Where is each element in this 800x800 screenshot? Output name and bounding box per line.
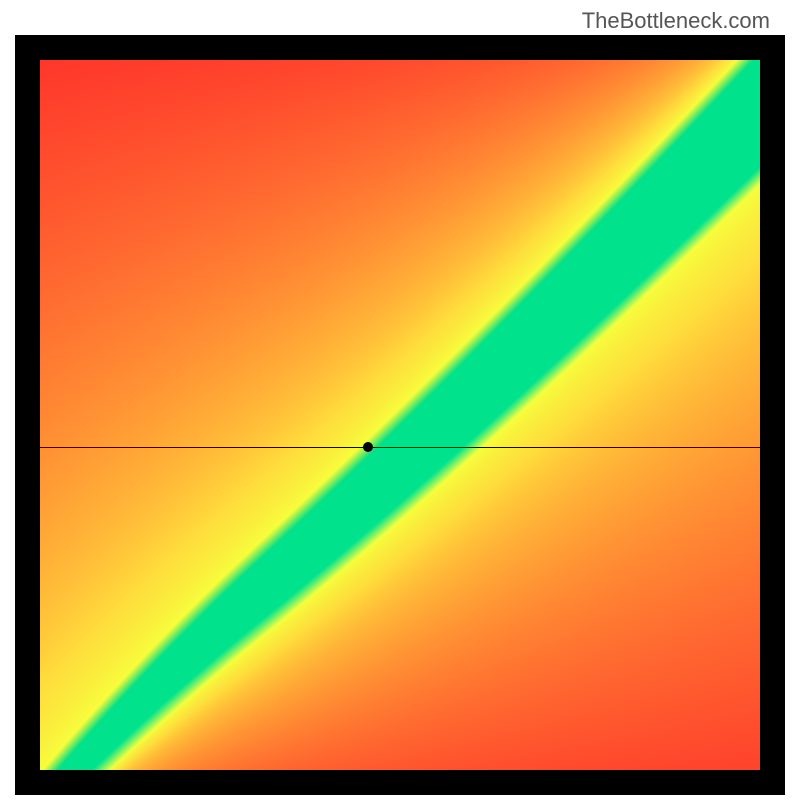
heatmap-canvas [40, 60, 760, 770]
plot-area [40, 60, 760, 770]
watermark-text: TheBottleneck.com [582, 8, 770, 34]
crosshair-horizontal [40, 447, 760, 448]
crosshair-dot [363, 442, 373, 452]
chart-container: TheBottleneck.com [0, 0, 800, 800]
